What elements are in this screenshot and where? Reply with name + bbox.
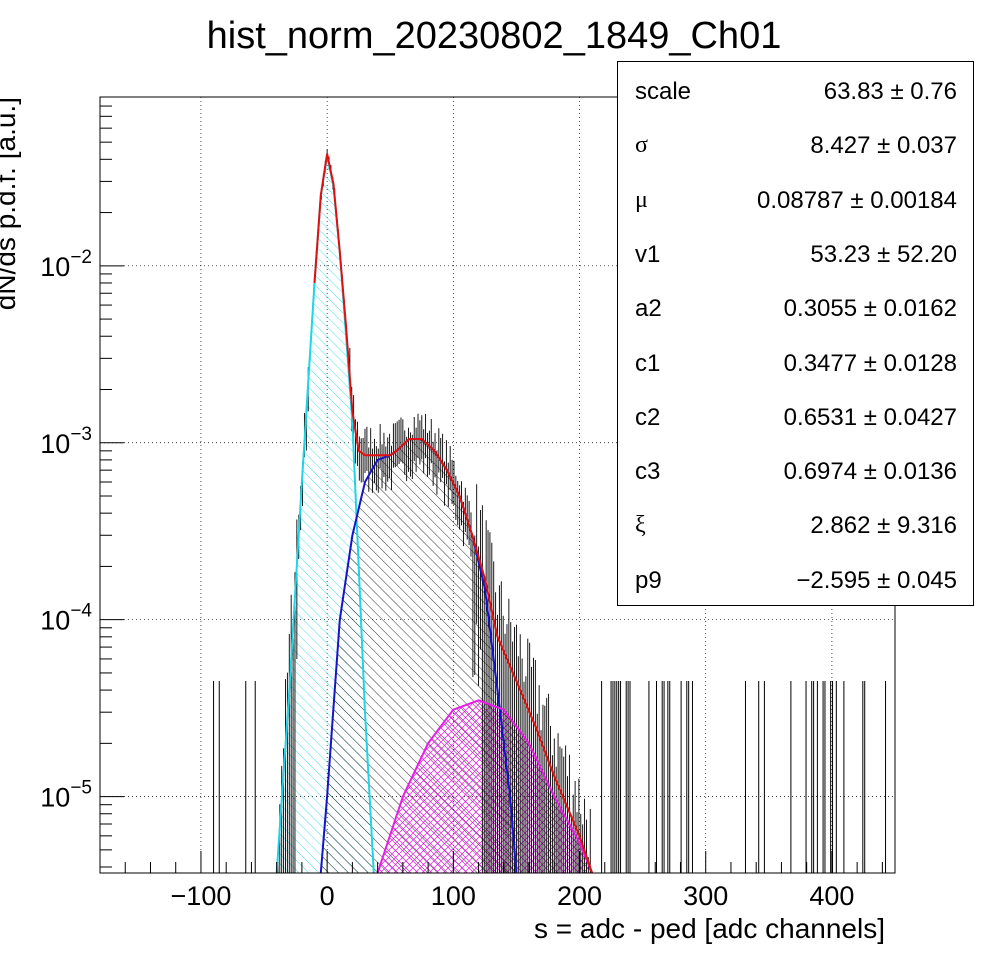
y-tick-label: 10−2: [40, 247, 92, 282]
chart-title: hist_norm_20230802_1849_Ch01: [207, 15, 782, 57]
stat-row: v1 53.23 ± 52.20: [618, 227, 973, 281]
stat-row: p9 −2.595 ± 0.045: [618, 553, 973, 607]
stat-name: c3: [635, 458, 661, 486]
stat-row: σ 8.427 ± 0.037: [618, 118, 973, 172]
x-tick-label: 200: [557, 881, 602, 911]
stat-value: 2.862 ± 9.316: [810, 512, 957, 540]
stat-name: c1: [635, 349, 661, 377]
stat-name: v1: [635, 240, 661, 268]
stat-name: ξ: [635, 512, 646, 539]
y-tick-label: 10−4: [40, 601, 92, 636]
fit-curves: [275, 153, 594, 873]
curve-total: [313, 153, 594, 873]
stat-name: a2: [635, 295, 662, 323]
stat-value: 0.3055 ± 0.0162: [783, 295, 957, 323]
x-tick-label: 300: [683, 881, 728, 911]
y-tick-label: 10−3: [40, 424, 92, 459]
stat-value: 0.6974 ± 0.0136: [783, 458, 957, 486]
stat-name: σ: [635, 132, 648, 159]
stat-row: scale 63.83 ± 0.76: [618, 64, 973, 118]
stat-value: 0.08787 ± 0.00184: [756, 186, 957, 214]
stat-value: 53.23 ± 52.20: [810, 240, 957, 268]
fill-multi-pe: [377, 700, 593, 873]
curve-multi-pe: [376, 699, 594, 873]
stat-value: 8.427 ± 0.037: [810, 132, 957, 160]
stat-row: c3 0.6974 ± 0.0136: [618, 444, 973, 498]
x-tick-labels: −100 0 100 200 300 400: [171, 881, 855, 911]
stat-row: a2 0.3055 ± 0.0162: [618, 281, 973, 335]
stat-name: μ: [635, 186, 648, 213]
axis-ticks: [99, 96, 883, 873]
stat-row: c2 0.6531 ± 0.0427: [618, 390, 973, 444]
y-axis-label: dN/ds p.d.f. [a.u.]: [0, 97, 21, 310]
stat-value: 63.83 ± 0.76: [823, 78, 957, 105]
y-tick-label: 10−5: [40, 778, 92, 813]
stat-value: 0.6531 ± 0.0427: [783, 403, 957, 431]
stat-row: μ 0.08787 ± 0.00184: [618, 173, 973, 227]
stat-name: c2: [635, 403, 661, 431]
x-tick-label: 400: [809, 881, 854, 911]
x-tick-label: 100: [431, 881, 476, 911]
stat-row: ξ 2.862 ± 9.316: [618, 498, 973, 552]
stat-row: c1 0.3477 ± 0.0128: [618, 336, 973, 390]
stat-name: p9: [635, 566, 662, 594]
y-tick-labels: 10−2 10−3 10−4 10−5: [40, 247, 92, 813]
component-fills: [276, 155, 593, 873]
x-tick-label: 0: [320, 881, 335, 911]
stat-value: 0.3477 ± 0.0128: [783, 349, 957, 377]
x-axis-label: s = adc - ped [adc channels]: [534, 913, 885, 944]
stat-value: −2.595 ± 0.045: [796, 566, 957, 594]
x-tick-label: −100: [171, 881, 232, 911]
fit-statistics-box: scale 63.83 ± 0.76 σ 8.427 ± 0.037 μ 0.08787 …: [617, 61, 974, 606]
stat-name: scale: [635, 78, 692, 105]
